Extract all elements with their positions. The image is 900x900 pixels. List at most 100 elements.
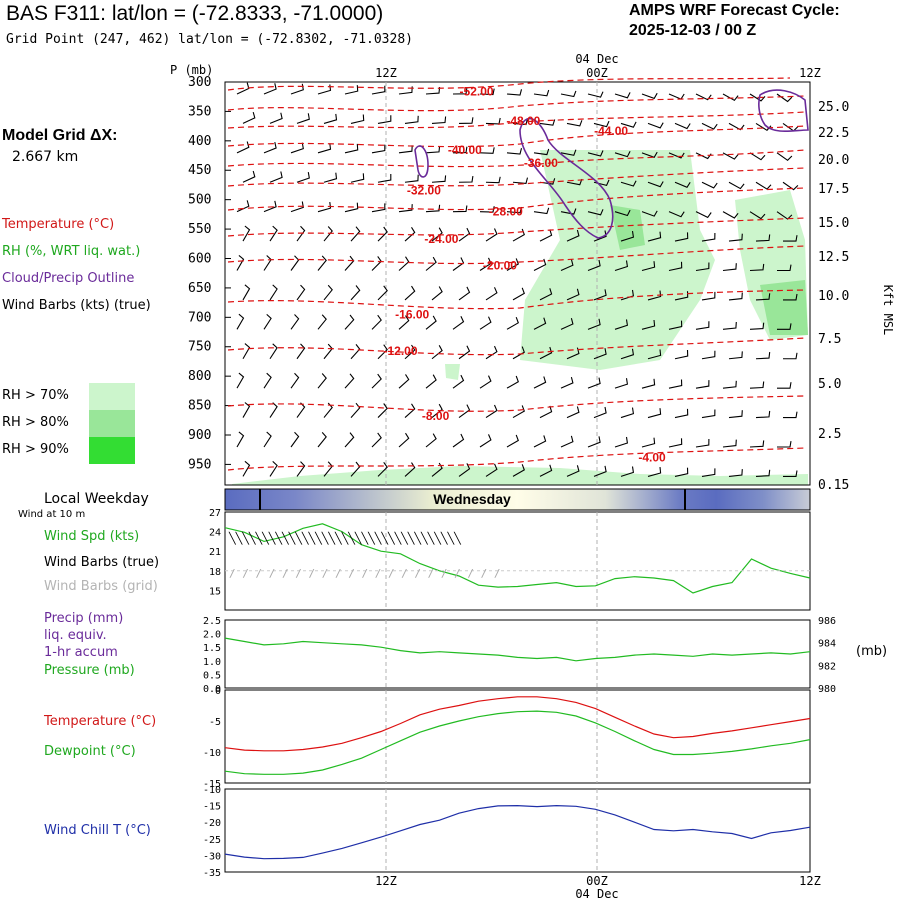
wind-barb bbox=[695, 380, 710, 389]
wind-barb bbox=[452, 146, 468, 154]
wind-barb bbox=[344, 202, 359, 213]
wind-barb bbox=[749, 152, 766, 161]
wind-barb bbox=[404, 115, 419, 124]
wind-barb bbox=[566, 465, 580, 477]
wind-barb bbox=[296, 402, 306, 418]
wind-barb bbox=[614, 319, 629, 330]
wind-barb bbox=[479, 316, 492, 330]
wind-barb bbox=[701, 409, 716, 419]
wind-barb bbox=[485, 287, 498, 301]
pressure-tick-850: 850 bbox=[188, 399, 211, 414]
wind-barb bbox=[668, 211, 685, 218]
wind-barb bbox=[620, 121, 637, 128]
height-tick-9: 2.5 bbox=[818, 427, 841, 442]
wind-barb bbox=[485, 404, 498, 419]
wind-barb bbox=[371, 256, 382, 271]
wind-barb bbox=[614, 260, 629, 272]
wind-barb bbox=[317, 314, 327, 330]
temperature-contour-6 bbox=[227, 187, 806, 211]
wind-barb bbox=[539, 229, 553, 242]
temperature-contour-4 bbox=[227, 149, 806, 168]
wind-barb bbox=[641, 210, 658, 217]
wind-tick-3: 18 bbox=[209, 567, 221, 578]
wind-barb bbox=[533, 89, 550, 97]
wind-barb bbox=[776, 264, 792, 272]
wind-barb bbox=[263, 313, 272, 330]
wind-barb bbox=[506, 206, 523, 214]
wind-barb bbox=[485, 176, 501, 184]
wind-barb bbox=[614, 378, 629, 389]
wind-barb bbox=[674, 181, 691, 188]
wind-chill-label: Wind Chill T (°C) bbox=[44, 823, 151, 838]
wind-barb bbox=[614, 151, 631, 158]
pressure-tick-450: 450 bbox=[188, 163, 211, 178]
temperature-contour-12 bbox=[227, 447, 806, 471]
wind-barb bbox=[425, 374, 437, 389]
wind-barb bbox=[479, 206, 495, 213]
wind-barb bbox=[641, 378, 656, 389]
wind-barb bbox=[593, 120, 610, 128]
windchill-tick-2: -20 bbox=[203, 818, 221, 829]
temperature-line bbox=[224, 696, 811, 752]
wind-barb bbox=[674, 122, 691, 130]
wind-barb bbox=[236, 82, 250, 95]
rh-region-4 bbox=[760, 280, 808, 335]
wind-barb bbox=[512, 346, 525, 360]
wind-barb bbox=[587, 209, 604, 216]
wind-barb bbox=[614, 92, 631, 99]
wind-barb bbox=[566, 120, 583, 127]
wind-barb bbox=[452, 205, 468, 213]
wind-barb bbox=[290, 372, 300, 389]
wind-barb bbox=[587, 150, 604, 157]
wind-barb bbox=[620, 407, 635, 419]
pressure-tick-800: 800 bbox=[188, 369, 211, 384]
height-tick-1: 22.5 bbox=[818, 126, 849, 141]
wind-barb bbox=[431, 227, 443, 242]
wind-barb bbox=[242, 343, 251, 360]
wind-barb bbox=[782, 293, 798, 301]
wind-barb bbox=[782, 181, 799, 191]
wind-barb bbox=[371, 85, 386, 95]
temperature-contour-label-2: -44.00 bbox=[594, 124, 628, 138]
temperature-contour-11 bbox=[227, 395, 806, 412]
wind-barb bbox=[587, 377, 601, 389]
wind-barb bbox=[431, 345, 443, 360]
wind-barb bbox=[776, 441, 792, 448]
wind-barb bbox=[722, 380, 737, 389]
wind-barb bbox=[269, 284, 278, 301]
wind-barb bbox=[647, 467, 662, 477]
wind-barb bbox=[290, 314, 300, 330]
wind-barb bbox=[479, 147, 495, 154]
wind-barb bbox=[404, 344, 416, 360]
wind-barb bbox=[749, 322, 765, 330]
wind-barb bbox=[317, 202, 332, 213]
pressure-tick-300: 300 bbox=[188, 75, 211, 90]
windchill-panel-frame bbox=[224, 788, 811, 873]
wind-barb bbox=[560, 376, 574, 389]
temperature-contour-3 bbox=[227, 125, 806, 148]
wind-barb bbox=[431, 403, 443, 419]
weekday-name: Wednesday bbox=[433, 491, 511, 507]
wind-barb bbox=[695, 321, 710, 330]
pressure-tick-right-3: 980 bbox=[818, 684, 836, 695]
wind-barb bbox=[296, 284, 306, 301]
cloud-outline-1 bbox=[414, 145, 429, 178]
bottom-tick-12z-b: 12Z bbox=[799, 874, 821, 888]
temp-tick-1: -5 bbox=[209, 717, 221, 728]
wind-barb bbox=[236, 254, 245, 271]
wind-barb bbox=[371, 314, 382, 330]
wind-barb bbox=[398, 374, 410, 389]
wind-barb bbox=[242, 225, 251, 242]
wind-barb bbox=[647, 122, 664, 129]
weekday-bar bbox=[224, 488, 811, 511]
wind-barb bbox=[236, 200, 250, 213]
wind-barb bbox=[512, 228, 525, 242]
wind-barb bbox=[512, 405, 525, 419]
wind-barb bbox=[269, 343, 278, 360]
wind-barb bbox=[269, 402, 278, 418]
wind-barb bbox=[242, 402, 251, 418]
rh-70-swatch bbox=[89, 383, 135, 410]
wind-barb bbox=[485, 345, 498, 360]
wind-barb bbox=[755, 122, 772, 132]
rh-80-label: RH > 80% bbox=[2, 415, 69, 430]
